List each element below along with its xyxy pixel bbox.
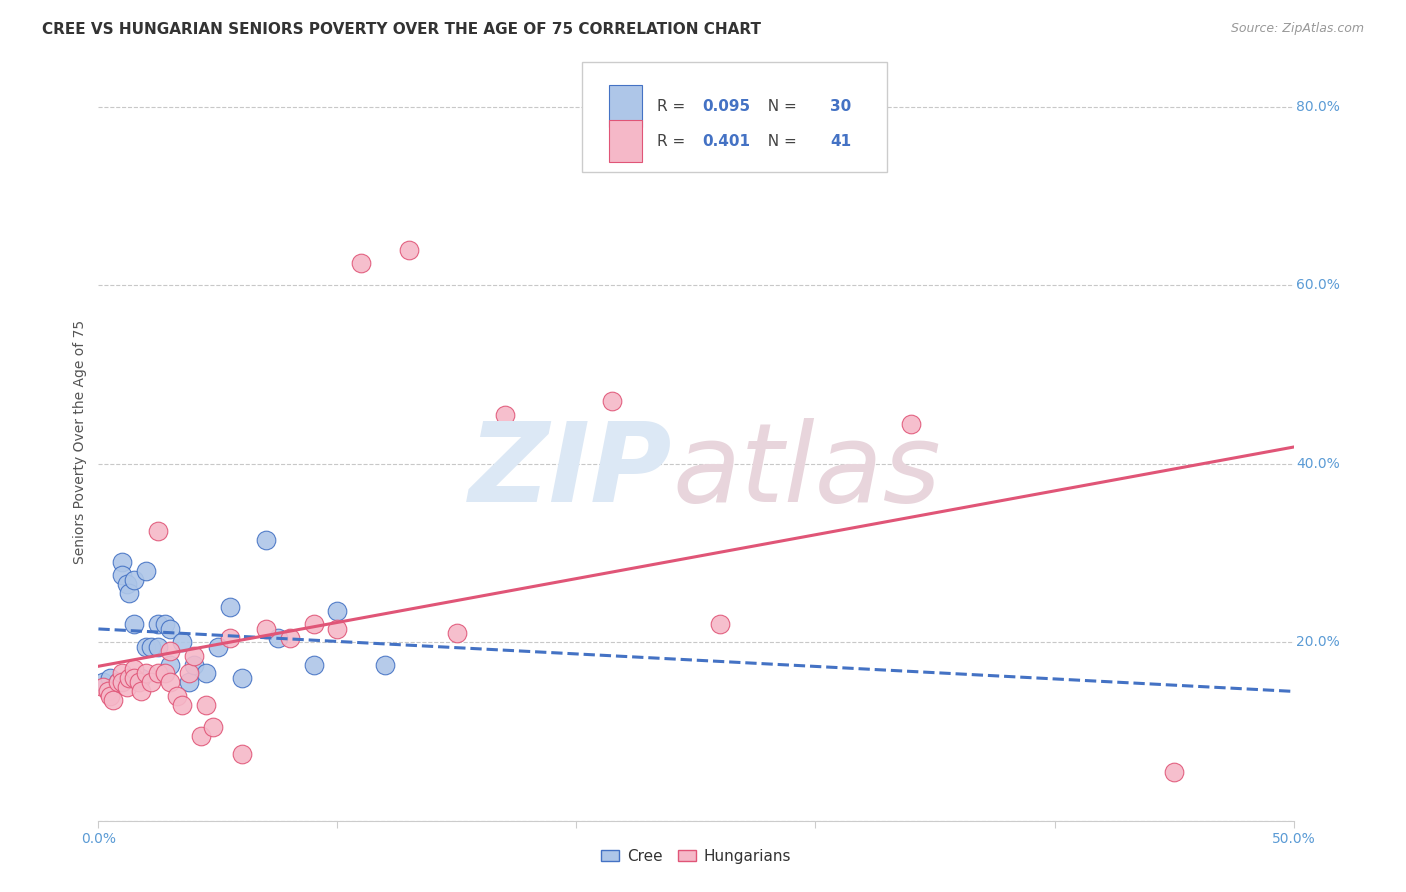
Legend: Cree, Hungarians: Cree, Hungarians (595, 843, 797, 870)
Point (159, 622, 181, 636)
Point (111, 568, 134, 582)
Point (159, 657, 181, 672)
Point (155, 617, 177, 632)
Point (254, 533, 277, 547)
Point (709, 617, 731, 632)
Text: Source: ZipAtlas.com: Source: ZipAtlas.com (1230, 22, 1364, 36)
Point (124, 573, 146, 587)
Text: 0.095: 0.095 (702, 98, 749, 113)
Point (118, 671, 141, 685)
Point (202, 720, 225, 734)
Point (91, 680, 114, 694)
Point (278, 631, 301, 645)
Point (195, 698, 218, 712)
Point (166, 689, 188, 703)
Text: 30: 30 (830, 98, 851, 113)
Point (326, 604, 349, 618)
Point (111, 555, 134, 569)
Point (107, 675, 129, 690)
Point (124, 662, 146, 676)
Text: 40.0%: 40.0% (1296, 457, 1340, 471)
Point (302, 657, 325, 672)
Text: R =: R = (657, 98, 690, 113)
Text: N =: N = (758, 98, 801, 113)
Point (231, 747, 253, 761)
Point (302, 617, 325, 632)
Point (115, 680, 138, 694)
Point (219, 631, 242, 645)
Point (131, 671, 153, 685)
Point (172, 635, 194, 649)
Point (219, 599, 242, 614)
Point (101, 693, 124, 707)
Point (98, 671, 122, 685)
Point (148, 524, 170, 538)
Point (107, 675, 129, 690)
Point (155, 666, 177, 681)
Point (139, 675, 162, 690)
Text: R =: R = (657, 134, 690, 149)
Point (159, 644, 181, 658)
Point (179, 675, 201, 690)
Point (118, 586, 141, 600)
Point (350, 256, 373, 270)
Point (254, 622, 277, 636)
Point (91, 675, 114, 690)
Point (115, 577, 138, 591)
FancyBboxPatch shape (582, 62, 887, 172)
Point (148, 640, 170, 654)
Point (124, 617, 146, 632)
Point (183, 657, 205, 672)
Point (183, 648, 205, 663)
Point (139, 640, 162, 654)
FancyBboxPatch shape (609, 120, 643, 162)
Text: CREE VS HUNGARIAN SENIORS POVERTY OVER THE AGE OF 75 CORRELATION CHART: CREE VS HUNGARIAN SENIORS POVERTY OVER T… (42, 22, 761, 37)
Point (131, 684, 153, 698)
Point (179, 666, 201, 681)
Y-axis label: Seniors Poverty Over the Age of 75: Seniors Poverty Over the Age of 75 (73, 319, 87, 564)
Text: atlas: atlas (672, 418, 941, 525)
Point (98, 689, 122, 703)
Point (135, 666, 157, 681)
Point (374, 657, 396, 672)
Point (267, 631, 290, 645)
Point (602, 394, 624, 409)
Point (172, 698, 194, 712)
Point (326, 622, 349, 636)
Point (900, 417, 922, 431)
Point (1163, 764, 1185, 779)
Text: N =: N = (758, 134, 801, 149)
Text: 20.0%: 20.0% (1296, 635, 1340, 649)
Text: 80.0%: 80.0% (1296, 100, 1340, 114)
Point (128, 675, 150, 690)
Point (398, 243, 420, 257)
Point (124, 671, 146, 685)
Point (446, 626, 468, 640)
Point (135, 564, 157, 578)
Point (494, 408, 516, 422)
Point (190, 729, 212, 743)
Text: 0.401: 0.401 (702, 134, 749, 149)
Text: 60.0%: 60.0% (1296, 278, 1340, 293)
Point (97, 684, 120, 698)
Point (111, 675, 134, 690)
Text: 41: 41 (830, 134, 851, 149)
Point (231, 671, 253, 685)
Point (148, 666, 170, 681)
Point (207, 640, 229, 654)
Point (111, 666, 134, 681)
Point (135, 640, 157, 654)
FancyBboxPatch shape (609, 85, 643, 127)
Point (195, 666, 218, 681)
Point (148, 617, 170, 632)
Text: ZIP: ZIP (468, 418, 672, 525)
Point (159, 675, 181, 690)
